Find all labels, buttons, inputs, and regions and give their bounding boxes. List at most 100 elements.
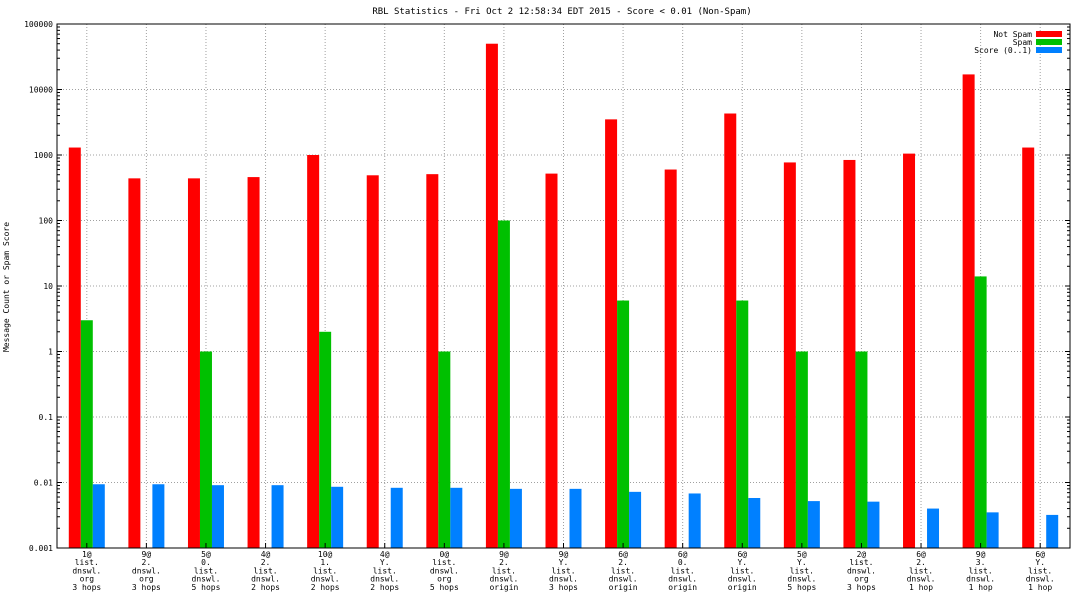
bar-score-0-1	[271, 485, 284, 548]
category-label-line: list.	[551, 566, 575, 575]
y-tick-label: 10000	[29, 86, 53, 95]
bars-layer	[68, 43, 1059, 549]
category-label-line: 3 hops	[549, 583, 578, 592]
bar-score-0-1	[807, 501, 820, 548]
legend-label: Spam	[1013, 38, 1032, 47]
bar-not-spam	[485, 43, 498, 548]
category-label-line: dnswl.	[489, 575, 518, 584]
category-label-line: Y.	[380, 558, 390, 567]
category-label-line: dnswl.	[609, 575, 638, 584]
category-label: 4@Y.list.dnswl.2 hops	[370, 550, 399, 592]
category-label-line: list.	[969, 566, 993, 575]
category-label-line: 4@	[380, 550, 390, 559]
category-label-line: list.	[611, 566, 635, 575]
category-label-line: dnswl.	[72, 566, 101, 575]
bar-score-0-1	[927, 508, 940, 548]
legend-swatch	[1036, 39, 1062, 45]
category-label: 10@1.list.dnswl.2 hops	[311, 550, 340, 592]
bar-score-0-1	[748, 497, 761, 548]
category-label-line: 10@	[318, 550, 333, 559]
category-label-line: org	[139, 575, 154, 584]
category-label-line: 2.	[618, 558, 628, 567]
category-label-line: 6@	[678, 550, 688, 559]
category-label-line: list.	[1028, 566, 1052, 575]
category-label-line: dnswl.	[192, 575, 221, 584]
category-label: 6@2.list.dnswl.1 hop	[907, 550, 936, 592]
bar-score-0-1	[509, 488, 522, 548]
category-label-line: 6@	[1035, 550, 1045, 559]
bar-score-0-1	[629, 491, 642, 548]
bar-spam	[617, 300, 630, 548]
category-label-line: list.	[254, 566, 278, 575]
category-label-line: dnswl.	[549, 575, 578, 584]
bar-not-spam	[605, 119, 618, 549]
category-label-line: dnswl.	[251, 575, 280, 584]
category-label-line: 9@	[499, 550, 509, 559]
category-label-line: 2@	[857, 550, 867, 559]
category-label-line: dnswl.	[966, 575, 995, 584]
bar-not-spam	[187, 178, 200, 548]
category-label-line: 3.	[976, 558, 986, 567]
bar-spam	[795, 351, 808, 548]
category-label-line: 2 hops	[251, 583, 280, 592]
category-label-line: 5 hops	[430, 583, 459, 592]
ticks-layer: 0.001 0.01 0.1 1 10 100 1000 10000 100000	[24, 20, 1070, 553]
bar-not-spam	[128, 178, 141, 548]
category-label-line: Y.	[737, 558, 747, 567]
bar-score-0-1	[152, 484, 165, 548]
category-label: 6@Y.list.dnswl.1 hop	[1026, 550, 1055, 592]
category-label-line: 5 hops	[787, 583, 816, 592]
category-label-line: dnswl.	[847, 566, 876, 575]
bar-spam	[497, 220, 510, 548]
category-label: 5@Y.list.dnswl.5 hops	[787, 550, 816, 592]
category-label-line: origin	[489, 583, 518, 592]
category-label-line: 1.	[320, 558, 330, 567]
category-label-line: dnswl.	[311, 575, 340, 584]
category-label-line: 5@	[797, 550, 807, 559]
bar-score-0-1	[331, 486, 344, 548]
chart-title: RBL Statistics - Fri Oct 2 12:58:34 EDT …	[372, 7, 751, 17]
category-label-line: 3 hops	[132, 583, 161, 592]
category-label-line: 2.	[499, 558, 509, 567]
category-label-line: list.	[849, 558, 873, 567]
category-label-line: 9@	[142, 550, 152, 559]
category-label: 6@0.list.dnswl.origin	[668, 550, 697, 592]
category-label-line: list.	[790, 566, 814, 575]
legend-swatch	[1036, 47, 1062, 53]
category-label: 4@2.list.dnswl.2 hops	[251, 550, 280, 592]
bar-score-0-1	[1046, 514, 1059, 548]
bar-not-spam	[1022, 147, 1035, 548]
category-label-line: dnswl.	[132, 566, 161, 575]
category-label-line: list.	[75, 558, 99, 567]
bar-spam	[438, 351, 451, 548]
legend-label: Not Spam	[993, 30, 1032, 39]
category-label-line: 1 hop	[909, 583, 933, 592]
category-label: 9@Y.list.dnswl.3 hops	[549, 550, 578, 592]
bar-not-spam	[783, 162, 796, 548]
category-label-line: 6@	[618, 550, 628, 559]
bar-score-0-1	[986, 512, 999, 548]
category-label-line: Y.	[797, 558, 807, 567]
bar-spam	[855, 351, 868, 548]
bar-score-0-1	[450, 487, 463, 548]
category-label-line: dnswl.	[787, 575, 816, 584]
category-label-line: 2 hops	[311, 583, 340, 592]
category-label-line: 2 hops	[370, 583, 399, 592]
category-label-line: 5@	[201, 550, 211, 559]
bar-not-spam	[843, 159, 856, 548]
y-tick-label: 1000	[34, 151, 53, 160]
category-label-line: org	[80, 575, 95, 584]
y-tick-label: 0.1	[39, 413, 54, 422]
category-label-line: 3 hops	[72, 583, 101, 592]
category-label-line: 4@	[261, 550, 271, 559]
bar-not-spam	[366, 175, 379, 548]
y-tick-label: 0.001	[29, 544, 53, 553]
bar-not-spam	[903, 153, 916, 548]
category-label-line: origin	[609, 583, 638, 592]
category-label-line: list.	[671, 566, 695, 575]
